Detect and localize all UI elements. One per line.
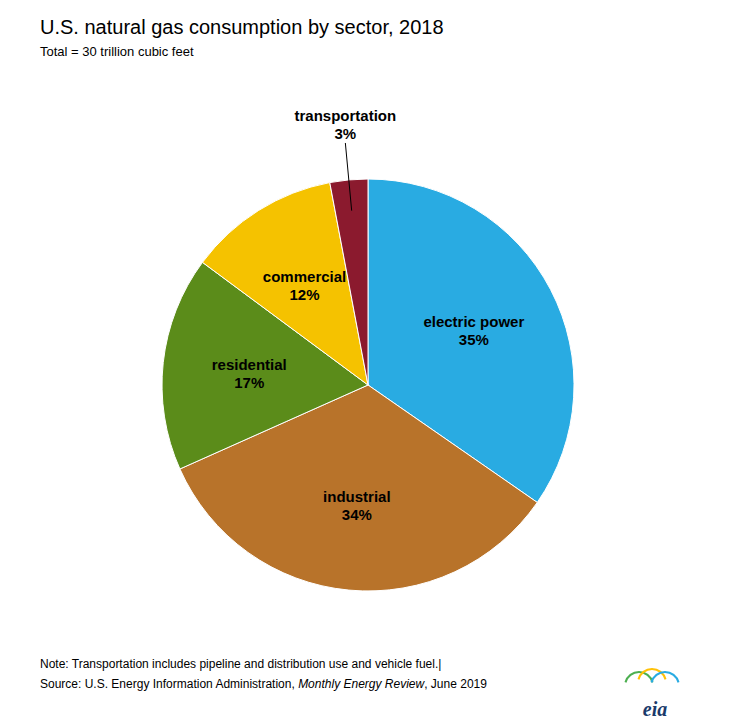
logo-swoosh [638, 668, 667, 680]
data-label-name: electric power [423, 313, 524, 330]
logo-text: eia [643, 698, 667, 720]
data-label-value: 3% [335, 125, 357, 142]
data-label-value: 34% [342, 506, 372, 523]
data-labels: electric power35% industrial34% residentia… [212, 107, 525, 523]
source-part: , June 2019 [424, 677, 487, 691]
data-label-name: industrial [323, 488, 391, 505]
data-label-value: 17% [234, 374, 264, 391]
logo-swoosh [651, 671, 680, 683]
leader-line [345, 143, 351, 211]
chart: U.S. natural gas consumption by sector, … [0, 0, 737, 726]
data-label-name: residential [212, 356, 287, 373]
data-label: residential17% [212, 356, 287, 391]
title: U.S. natural gas consumption by sector, … [40, 16, 444, 38]
source: Source: U.S. Energy Information Administ… [40, 677, 487, 691]
note: Note: Transportation includes pipeline a… [40, 657, 441, 671]
source-part: Source: U.S. Energy Information Administ… [40, 677, 298, 691]
data-label: transportation3% [295, 107, 397, 142]
data-label: industrial34% [323, 488, 391, 523]
data-label-name: commercial [263, 268, 346, 285]
pie [162, 179, 574, 591]
source-part: Monthly Energy Review [298, 677, 425, 691]
data-label-name: transportation [295, 107, 397, 124]
data-label: electric power35% [423, 313, 524, 348]
data-label-value: 12% [290, 286, 320, 303]
data-label-value: 35% [459, 331, 489, 348]
data-label: commercial12% [263, 268, 346, 303]
subtitle: Total = 30 trillion cubic feet [40, 44, 194, 59]
logo: eia [625, 668, 680, 720]
